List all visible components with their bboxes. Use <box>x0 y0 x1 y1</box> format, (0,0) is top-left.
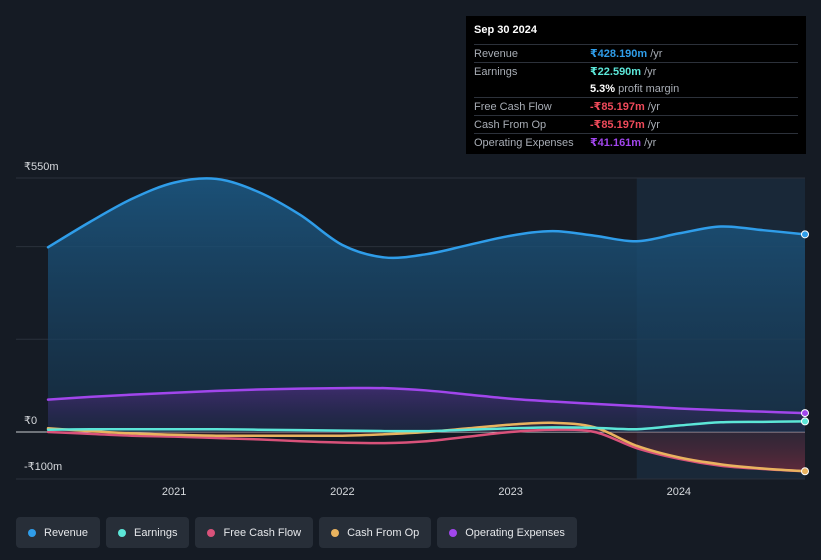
tooltip-label: Cash From Op <box>474 118 547 131</box>
tooltip-value: -₹85.197m <box>590 119 645 131</box>
x-tick-label: 2023 <box>498 486 522 498</box>
tooltip-label: Revenue <box>474 47 519 60</box>
revenue-line <box>46 177 807 260</box>
legend-label: Free Cash Flow <box>223 526 302 539</box>
legend-item-earnings[interactable]: Earnings <box>106 517 190 548</box>
tooltip-unit: /yr <box>650 47 663 60</box>
tooltip-value: ₹428.190m <box>590 48 648 60</box>
legend-label: Revenue <box>44 526 89 539</box>
legend-label: Cash From Op <box>347 526 420 539</box>
y-tick-label: -₹100m <box>24 461 62 473</box>
chart-legend: Revenue Earnings Free Cash Flow Cash Fro… <box>16 517 577 548</box>
legend-dot-icon <box>449 528 458 537</box>
tooltip-label: Free Cash Flow <box>474 100 552 113</box>
legend-dot-icon <box>331 528 340 537</box>
legend-dot-icon <box>28 528 36 537</box>
free-cash-flow-line <box>46 428 807 473</box>
tooltip-row-profit-margin: 5.3% profit margin <box>474 80 798 97</box>
legend-dot-icon <box>118 528 127 537</box>
y-tick-label: ₹550m <box>24 161 59 173</box>
earnings-line <box>46 420 807 433</box>
x-axis-labels: 2021 2022 2023 2024 <box>162 486 691 498</box>
legend-label: Earnings <box>134 526 178 539</box>
tooltip-row-operating-expenses: Operating Expenses ₹41.161m /yr <box>474 133 798 151</box>
tooltip-unit: /yr <box>647 118 660 131</box>
revenue-end-point <box>801 230 809 239</box>
tooltip-value: -₹85.197m <box>590 101 645 113</box>
tooltip-label: Operating Expenses <box>474 136 574 149</box>
tooltip-row-revenue: Revenue ₹428.190m /yr <box>474 44 798 62</box>
legend-label: Operating Expenses <box>465 526 565 539</box>
revenue-area <box>48 178 805 432</box>
tooltip-value: ₹41.161m <box>590 137 642 149</box>
tooltip-unit: /yr <box>644 136 657 149</box>
series-lines <box>46 177 807 473</box>
x-tick-label: 2022 <box>330 486 354 498</box>
legend-item-cash-from-op[interactable]: Cash From Op <box>319 517 432 548</box>
tooltip-unit: /yr <box>644 65 657 78</box>
tooltip-date: Sep 30 2024 <box>474 24 537 36</box>
tooltip-unit: /yr <box>647 100 660 113</box>
x-tick-label: 2024 <box>667 486 691 498</box>
legend-item-free-cash-flow[interactable]: Free Cash Flow <box>195 517 314 548</box>
tooltip-value: ₹22.590m <box>590 66 642 78</box>
tooltip-label: Earnings <box>474 65 518 78</box>
operating-expenses-line <box>46 386 807 415</box>
tooltip-unit: profit margin <box>618 82 680 95</box>
hover-tooltip: Sep 30 2024 Revenue ₹428.190m /yr Earnin… <box>466 16 806 154</box>
tooltip-value: 5.3% <box>590 82 616 95</box>
legend-item-revenue[interactable]: Revenue <box>16 517 101 548</box>
earnings-end-point <box>801 417 809 426</box>
tooltip-row-earnings: Earnings ₹22.590m /yr <box>474 62 798 80</box>
y-axis-labels: ₹550m ₹0 -₹100m <box>24 161 62 473</box>
x-tick-label: 2021 <box>162 486 186 498</box>
y-tick-label: ₹0 <box>24 415 37 427</box>
tooltip-row-free-cash-flow: Free Cash Flow -₹85.197m /yr <box>474 97 798 115</box>
legend-dot-icon <box>207 528 216 537</box>
cash-from-op-end-point <box>801 467 809 476</box>
tooltip-row-cash-from-op: Cash From Op -₹85.197m /yr <box>474 115 798 133</box>
operating-expenses-area <box>48 387 805 432</box>
series-end-markers <box>801 230 809 476</box>
operating-expenses-end-point <box>801 409 809 418</box>
legend-item-operating-expenses[interactable]: Operating Expenses <box>437 517 577 548</box>
